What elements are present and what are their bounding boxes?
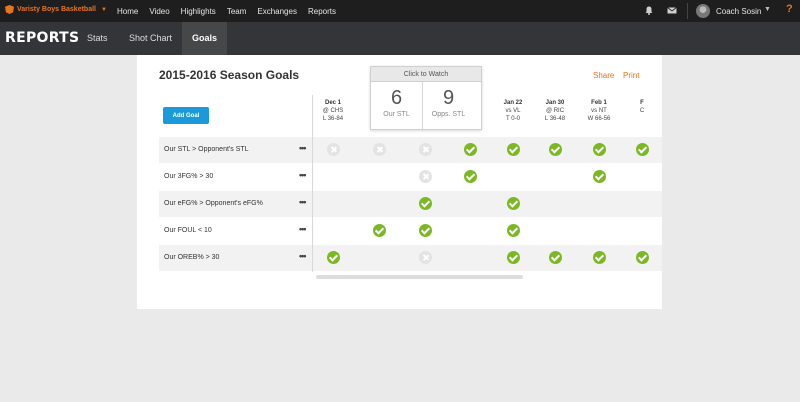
- share-link[interactable]: Share: [593, 71, 615, 80]
- user-name[interactable]: Coach Sosin: [716, 7, 762, 16]
- tab-stats[interactable]: Stats: [87, 33, 108, 43]
- game-date: Jan 22: [503, 100, 523, 106]
- goal-met-check-icon[interactable]: [592, 170, 606, 183]
- goal-label: Our eFG% > Opponent's eFG%: [164, 200, 263, 207]
- game-opp: @ CHS: [322, 108, 344, 114]
- game-result: T 0-0: [506, 116, 520, 122]
- goal-missed-x-icon[interactable]: [372, 143, 386, 156]
- table-divider: [312, 95, 313, 272]
- game-date: Jan 30: [545, 100, 565, 106]
- our-stl-stat: 6 Our STL: [371, 87, 422, 118]
- game-date: F: [640, 100, 644, 106]
- nav-divider: [687, 3, 688, 19]
- add-goal-button[interactable]: Add Goal: [163, 107, 209, 124]
- more-options-icon[interactable]: •••: [299, 170, 307, 180]
- goal-met-check-icon[interactable]: [372, 224, 386, 237]
- goal-met-check-icon[interactable]: [635, 251, 649, 264]
- goal-label: Our FOUL < 10: [164, 227, 212, 234]
- goal-missed-x-icon[interactable]: [418, 143, 432, 156]
- goal-met-check-icon[interactable]: [326, 251, 340, 264]
- nav-home[interactable]: Home: [117, 6, 139, 16]
- table-row: Our FOUL < 10 •••: [159, 218, 662, 244]
- more-options-icon[interactable]: •••: [299, 251, 307, 261]
- goal-met-check-icon[interactable]: [463, 143, 477, 156]
- goal-missed-x-icon[interactable]: [326, 143, 340, 156]
- game-date: Feb 1: [591, 100, 607, 106]
- opps-stl-value: 9: [442, 87, 455, 109]
- game-opp: @ RIC: [545, 108, 565, 114]
- goal-met-check-icon[interactable]: [506, 143, 520, 156]
- popover-divider: [422, 82, 423, 131]
- chevron-down-icon: ▼: [101, 6, 107, 13]
- reports-subnav: REPORTS Stats Shot Chart Goals: [0, 22, 800, 55]
- goal-label: Our 3FG% > 30: [164, 173, 214, 180]
- goal-met-check-icon[interactable]: [592, 251, 606, 264]
- goal-missed-x-icon[interactable]: [418, 170, 432, 183]
- tab-goals[interactable]: Goals: [182, 22, 228, 55]
- nav-highlights[interactable]: Highlights: [180, 6, 216, 16]
- main-nav: Home Video Highlights Team Exchanges Rep…: [117, 0, 336, 22]
- nav-video[interactable]: Video: [149, 6, 170, 16]
- table-row: Our STL > Opponent's STL •••: [159, 137, 662, 163]
- game-result: W 66-56: [587, 116, 611, 122]
- avatar[interactable]: [696, 4, 710, 18]
- nav-exchanges[interactable]: Exchanges: [257, 6, 297, 16]
- goal-met-check-icon[interactable]: [418, 224, 432, 237]
- game-result: L 36-48: [544, 116, 566, 122]
- game-opp: vs NT: [591, 108, 607, 114]
- goal-met-check-icon[interactable]: [635, 143, 649, 156]
- game-opp: vs VL: [505, 108, 521, 114]
- goal-met-check-icon[interactable]: [506, 197, 520, 210]
- more-options-icon[interactable]: •••: [299, 197, 307, 207]
- opps-stl-stat: 9 Opps. STL: [423, 87, 474, 118]
- section-title: REPORTS: [5, 30, 80, 46]
- nav-team[interactable]: Team: [226, 6, 247, 16]
- game-column-header[interactable]: Dec 1 @ CHS L 36-84: [311, 99, 355, 123]
- goal-missed-x-icon[interactable]: [418, 251, 432, 264]
- team-name: Varisty Boys Basketball: [17, 6, 96, 13]
- chevron-down-icon[interactable]: ▼: [764, 6, 771, 13]
- click-to-watch-button[interactable]: Click to Watch: [371, 67, 481, 82]
- table-row: Our eFG% > Opponent's eFG% •••: [159, 191, 662, 217]
- game-result: C: [639, 108, 645, 114]
- our-stl-value: 6: [390, 87, 403, 109]
- page-title: 2015-2016 Season Goals: [159, 68, 300, 82]
- goals-report-card: 2015-2016 Season Goals Share Print Add G…: [137, 55, 662, 309]
- table-row: Our OREB% > 30 •••: [159, 245, 662, 271]
- our-stl-label: Our STL: [383, 111, 410, 118]
- horizontal-scrollbar[interactable]: [316, 275, 523, 279]
- goal-met-check-icon[interactable]: [463, 170, 477, 183]
- game-column-header[interactable]: Feb 1 vs NT W 66-56: [577, 99, 621, 123]
- print-link[interactable]: Print: [623, 71, 640, 80]
- goal-met-check-icon[interactable]: [592, 143, 606, 156]
- more-options-icon[interactable]: •••: [299, 143, 307, 153]
- game-column-header[interactable]: Jan 22 vs VL T 0-0: [491, 99, 535, 123]
- nav-reports[interactable]: Reports: [307, 6, 336, 16]
- game-date: Dec 1: [324, 100, 341, 106]
- stat-popover[interactable]: Click to Watch 6 Our STL 9 Opps. STL: [370, 66, 482, 131]
- goal-met-check-icon[interactable]: [506, 224, 520, 237]
- goal-label: Our STL > Opponent's STL: [164, 146, 249, 153]
- team-selector[interactable]: Varisty Boys Basketball ▼: [5, 5, 107, 14]
- team-logo-icon: [5, 5, 14, 14]
- goal-label: Our OREB% > 30: [164, 254, 220, 261]
- help-icon[interactable]: ?: [786, 3, 793, 15]
- game-column-header[interactable]: Jan 30 @ RIC L 36-48: [533, 99, 577, 123]
- more-options-icon[interactable]: •••: [299, 224, 307, 234]
- mail-icon[interactable]: [667, 7, 677, 14]
- opps-stl-label: Opps. STL: [431, 111, 466, 118]
- goal-met-check-icon[interactable]: [418, 197, 432, 210]
- game-result: L 36-84: [322, 116, 344, 122]
- tab-shot-chart[interactable]: Shot Chart: [129, 33, 173, 43]
- bell-icon[interactable]: [645, 6, 653, 15]
- goal-met-check-icon[interactable]: [506, 251, 520, 264]
- table-row: Our 3FG% > 30 •••: [159, 164, 662, 190]
- goal-met-check-icon[interactable]: [548, 143, 562, 156]
- top-nav-bar: Varisty Boys Basketball ▼ Home Video Hig…: [0, 0, 800, 22]
- goal-met-check-icon[interactable]: [548, 251, 562, 264]
